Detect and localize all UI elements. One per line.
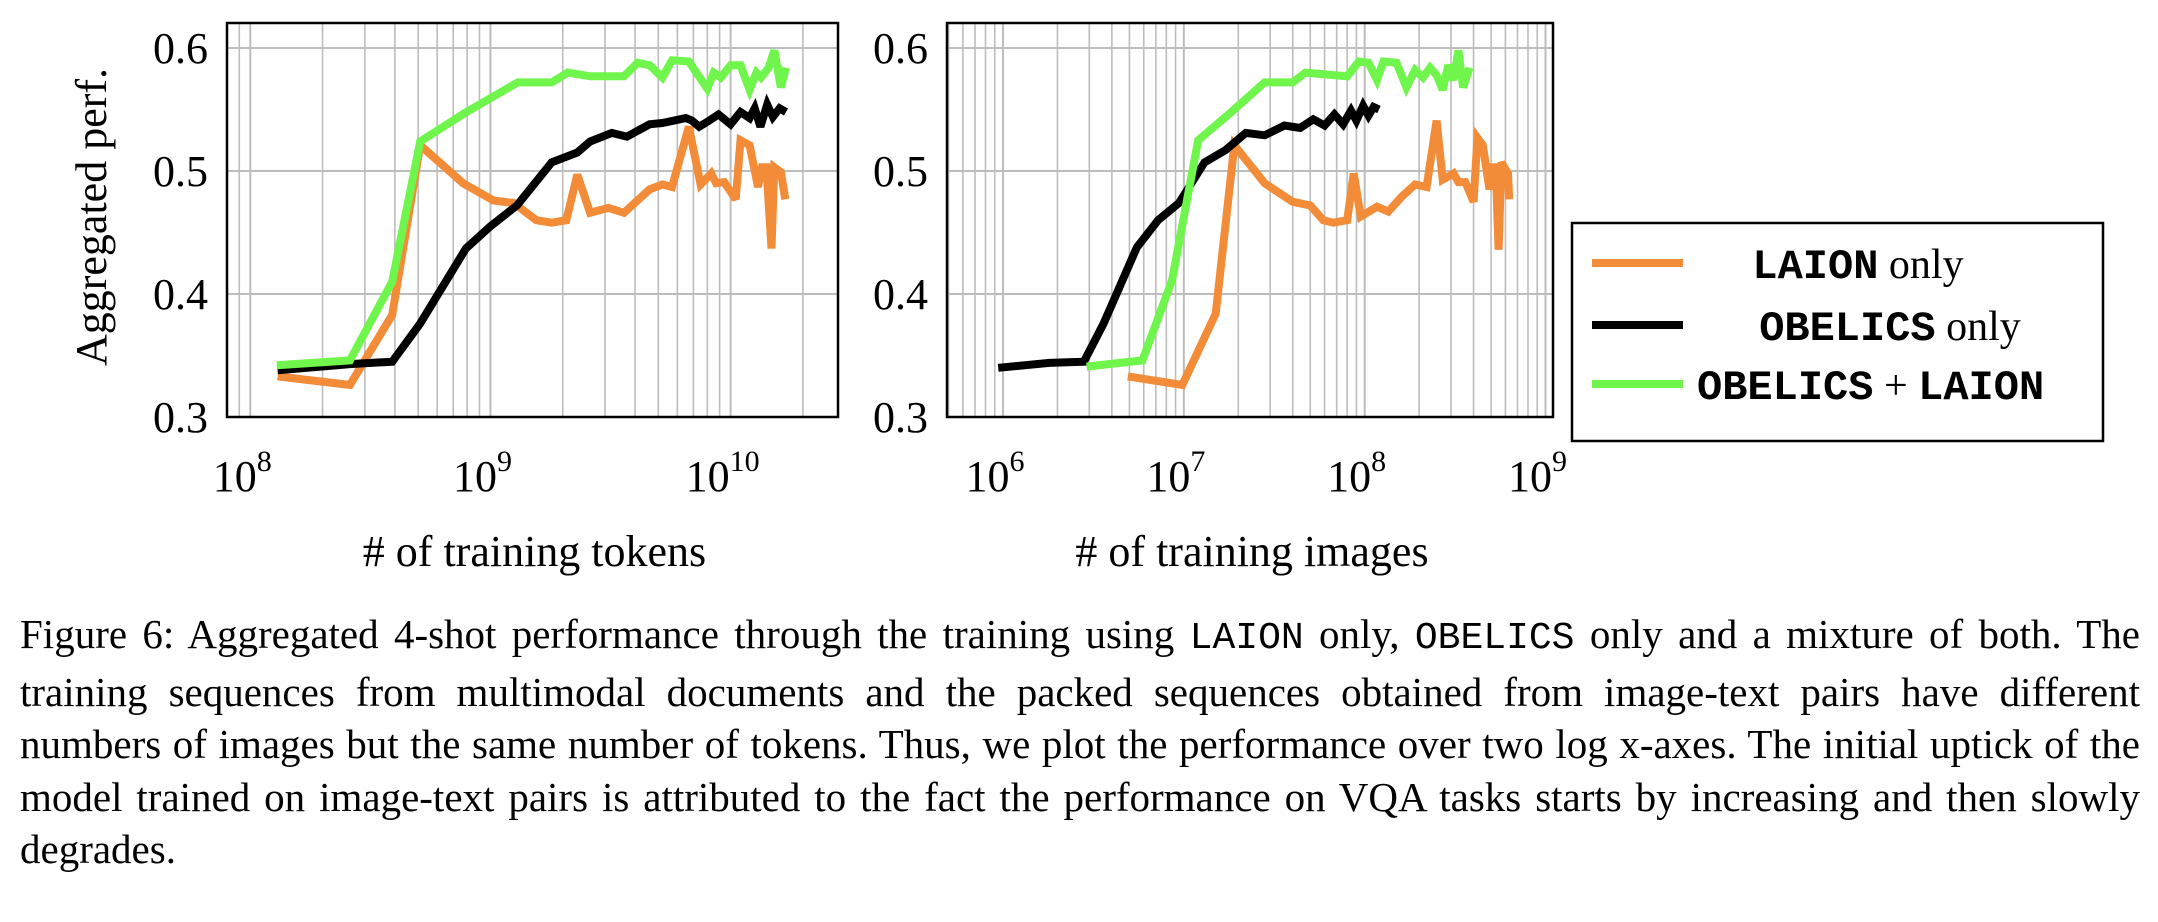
caption-label: Figure 6: bbox=[20, 611, 175, 657]
y-tick-label: 0.5 bbox=[873, 147, 928, 196]
images-x-ticks: 106 107 108 109 bbox=[966, 445, 1567, 501]
x-tick-label: 106 bbox=[966, 445, 1025, 501]
x-tick-label: 1010 bbox=[686, 445, 760, 501]
legend-label-obelics: OBELICS only bbox=[1759, 304, 2021, 353]
images-plot-frame bbox=[945, 21, 1555, 419]
legend-entry-obelics: OBELICS only bbox=[1592, 304, 2021, 353]
series-line-laion-only bbox=[277, 125, 790, 390]
legend-label-laion: LAION only bbox=[1752, 242, 1963, 291]
images-grid bbox=[947, 23, 1553, 418]
y-tick-label: 0.3 bbox=[153, 393, 208, 442]
legend-entry-laion: LAION only bbox=[1592, 242, 1964, 291]
caption-text-2: only, bbox=[1303, 611, 1415, 657]
images-x-axis-label: # of training images bbox=[1075, 527, 1428, 576]
y-tick-label: 0.4 bbox=[873, 270, 928, 319]
y-tick-label: 0.3 bbox=[873, 393, 928, 442]
tokens-series-group bbox=[276, 49, 790, 390]
y-tick-label: 0.6 bbox=[153, 24, 208, 73]
tokens-panel: 0.3 0.4 0.5 0.6 108 109 1010 # of training to… bbox=[67, 21, 840, 576]
series-line-obelics-laion bbox=[276, 49, 790, 370]
figure-6-chart: 0.3 0.4 0.5 0.6 108 109 1010 # of training to… bbox=[67, 21, 2105, 576]
tokens-x-ticks: 108 109 1010 bbox=[213, 445, 760, 501]
tokens-x-axis-label: # of training tokens bbox=[363, 527, 706, 576]
caption-laion-term: LAION bbox=[1189, 617, 1304, 660]
images-y-ticks: 0.3 0.4 0.5 0.6 bbox=[873, 24, 928, 442]
y-tick-label: 0.4 bbox=[153, 270, 208, 319]
images-panel: 0.3 0.4 0.5 0.6 106 107 108 109 # of training … bbox=[873, 21, 1567, 576]
figure-caption: Figure 6: Aggregated 4-shot performance … bbox=[20, 608, 2140, 876]
y-tick-label: 0.5 bbox=[153, 147, 208, 196]
legend-entry-mixture: OBELICS + LAION bbox=[1592, 363, 2044, 412]
series-line-laion-only bbox=[1127, 120, 1514, 390]
x-tick-label: 109 bbox=[1508, 445, 1567, 501]
series-line-obelics-only bbox=[277, 93, 789, 375]
x-tick-label: 107 bbox=[1146, 445, 1205, 501]
y-tick-label: 0.6 bbox=[873, 24, 928, 73]
series-line-obelics-laion bbox=[1086, 49, 1474, 371]
legend: LAION only OBELICS only OBELICS + LAION bbox=[1570, 221, 2105, 443]
tokens-plot-frame bbox=[225, 21, 840, 419]
tokens-y-ticks: 0.3 0.4 0.5 0.6 bbox=[153, 24, 208, 442]
caption-text-1: Aggregated 4-shot performance through th… bbox=[174, 611, 1190, 657]
caption-obelics-term: OBELICS bbox=[1414, 617, 1575, 660]
x-tick-label: 108 bbox=[1327, 445, 1386, 501]
y-axis-label: Aggregated perf. bbox=[67, 68, 116, 366]
x-tick-label: 109 bbox=[453, 445, 512, 501]
x-tick-label: 108 bbox=[213, 445, 272, 501]
series-line-obelics-only bbox=[997, 96, 1381, 372]
images-series-group bbox=[997, 49, 1514, 390]
legend-label-mixture: OBELICS + LAION bbox=[1697, 363, 2044, 412]
caption-text-3: only and a mixture of both. The training… bbox=[20, 611, 2141, 872]
